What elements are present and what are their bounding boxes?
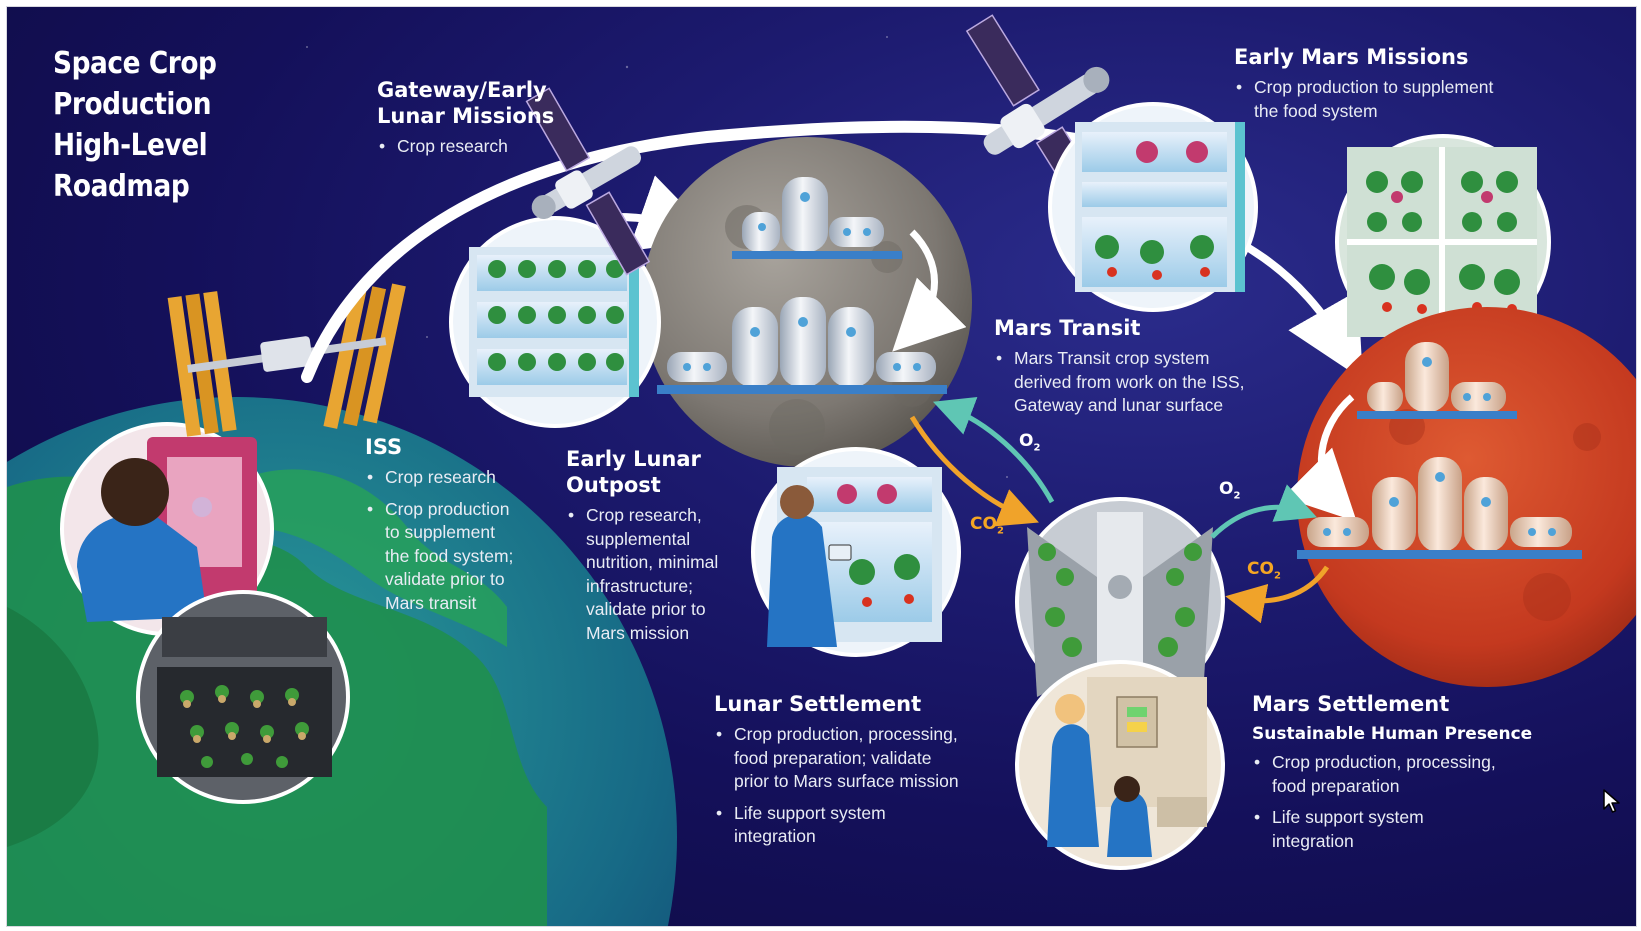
stage-early-mars-missions: Early Mars Missions Crop production to s… <box>1234 44 1544 131</box>
stage-heading: Mars Settlement <box>1252 692 1450 716</box>
stage-mars-settlement: Mars Settlement Sustainable Human Presen… <box>1252 691 1552 861</box>
trajectory-arrow-to-mars <box>1244 243 1363 380</box>
bullet: Crop production to supplement the food s… <box>1236 76 1544 123</box>
roadmap-canvas: Space Crop Production High-Level Roadmap… <box>6 6 1637 927</box>
lunar-greenhouse-vignette <box>1015 497 1225 707</box>
o2-arrow-to-mars <box>1210 484 1318 539</box>
bullet: Crop research, supplemental nutrition, m… <box>568 504 766 645</box>
bullet: Life support system integration <box>716 802 1014 849</box>
stage-gateway: Gateway/Early Lunar Missions Crop resear… <box>377 77 597 167</box>
lunar-habitat-icon <box>732 177 902 259</box>
stage-heading: Lunar Settlement <box>714 692 922 716</box>
stage-lunar-settlement: Lunar Settlement Crop production, proces… <box>714 691 1014 857</box>
co2-label-lunar: CO2 <box>970 514 1004 537</box>
stage-heading: Mars Transit <box>994 316 1141 340</box>
mars-transit-shelves-vignette <box>1048 102 1258 312</box>
moon-expansion-arrow <box>892 229 967 352</box>
mars-habitat-icon <box>1357 342 1517 419</box>
stage-early-lunar-outpost: Early Lunar Outpost Crop research, suppl… <box>566 446 766 653</box>
bullet: Crop production to supplement the food s… <box>367 498 575 616</box>
lunar-settlement-habitat-icon <box>657 297 947 394</box>
stage-subheading: Sustainable Human Presence <box>1252 724 1533 744</box>
stage-heading: Early Mars Missions <box>1234 45 1469 69</box>
o2-arrow-to-moon <box>932 397 1055 504</box>
iss-station-icon <box>167 283 406 437</box>
bullet: Crop production, processing, food prepar… <box>716 723 1014 794</box>
iss-astronaut-vignette <box>60 422 274 636</box>
iss-plant-tray-vignette <box>136 590 350 804</box>
bullet: Crop production, processing, food prepar… <box>1254 751 1552 798</box>
co2-arrow-from-mars <box>1225 565 1330 624</box>
early-lunar-outpost-vignette <box>751 447 961 657</box>
bullet: Crop research <box>379 135 597 159</box>
o2-label-mars: O2 <box>1219 479 1241 502</box>
gateway-shelves-vignette <box>449 216 661 428</box>
early-mars-grow-vignette <box>1335 134 1551 350</box>
mars-settlement-habitat-icon <box>1297 457 1582 559</box>
o2-label-lunar: O2 <box>1019 431 1041 454</box>
mars-expansion-arrow <box>1282 394 1357 522</box>
stage-heading: Gateway/Early Lunar Missions <box>377 78 555 128</box>
bullet: Crop research <box>367 466 575 490</box>
food-preparation-vignette <box>1015 660 1225 870</box>
mouse-cursor-icon <box>1603 789 1620 813</box>
stage-heading: Early Lunar Outpost <box>566 447 701 497</box>
page-title: Space Crop Production High-Level Roadmap <box>53 46 217 204</box>
co2-arrow-from-moon <box>909 415 1039 527</box>
bullet: Mars Transit crop system derived from wo… <box>996 347 1294 418</box>
roadmap-illustration <box>7 14 1636 926</box>
bullet: Life support system integration <box>1254 806 1552 853</box>
stage-mars-transit: Mars Transit Mars Transit crop system de… <box>994 315 1294 426</box>
co2-label-mars: CO2 <box>1247 559 1281 582</box>
stage-heading: ISS <box>365 435 403 459</box>
stage-iss: ISS Crop research Crop production to sup… <box>365 434 575 623</box>
